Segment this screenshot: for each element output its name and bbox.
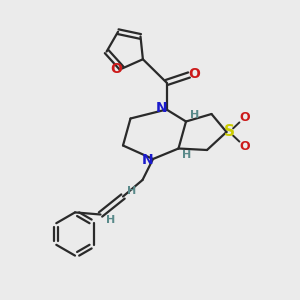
Text: H: H [106,215,116,225]
Text: O: O [239,140,250,153]
Text: N: N [155,101,167,115]
Text: S: S [224,124,235,140]
Text: O: O [188,67,200,80]
Text: H: H [182,149,191,160]
Text: N: N [142,154,153,167]
Text: H: H [190,110,199,121]
Text: H: H [128,185,136,196]
Text: O: O [111,61,122,76]
Text: O: O [239,111,250,124]
